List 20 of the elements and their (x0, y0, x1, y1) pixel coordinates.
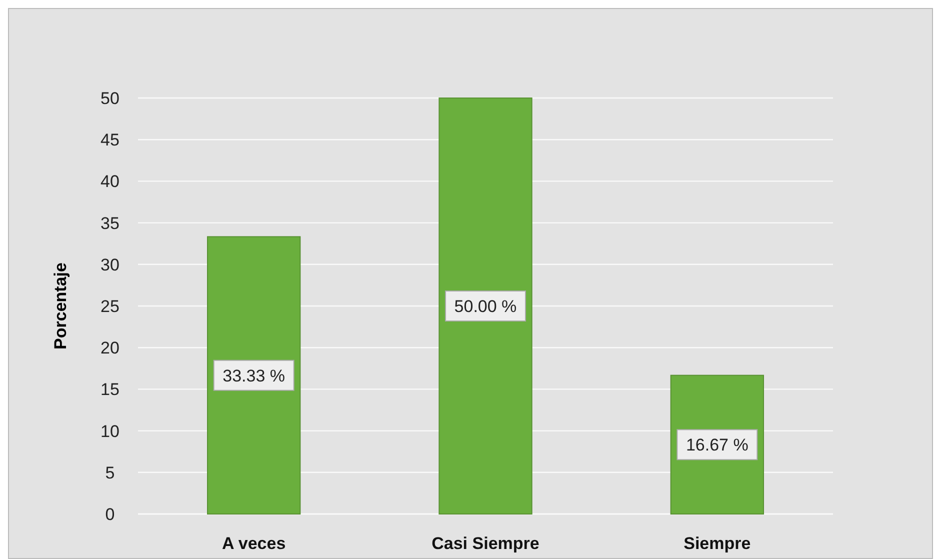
y-tick-label: 15 (100, 380, 120, 400)
bar (438, 98, 532, 514)
x-tick-label: Casi Siempre (432, 534, 540, 553)
y-tick-label: 20 (100, 338, 120, 358)
y-tick-label: 30 (100, 255, 120, 274)
y-tick-label: 40 (100, 172, 120, 192)
y-tick-label: 45 (100, 130, 120, 150)
y-tick-label: 35 (100, 214, 120, 233)
y-tick-label: 25 (100, 296, 120, 316)
y-tick-label: 5 (105, 463, 115, 482)
x-tick-label: Siempre (684, 534, 751, 553)
y-tick-label: 10 (100, 422, 120, 441)
y-tick-label: 0 (105, 504, 115, 524)
data-label: 50.00 % (454, 296, 517, 316)
y-axis-title: Porcentaje (51, 262, 70, 350)
data-label: 33.33 % (222, 366, 286, 386)
data-label: 16.67 % (686, 436, 748, 455)
y-tick-label: 50 (100, 88, 120, 108)
x-tick-label: A veces (222, 534, 286, 553)
bar (207, 236, 301, 514)
